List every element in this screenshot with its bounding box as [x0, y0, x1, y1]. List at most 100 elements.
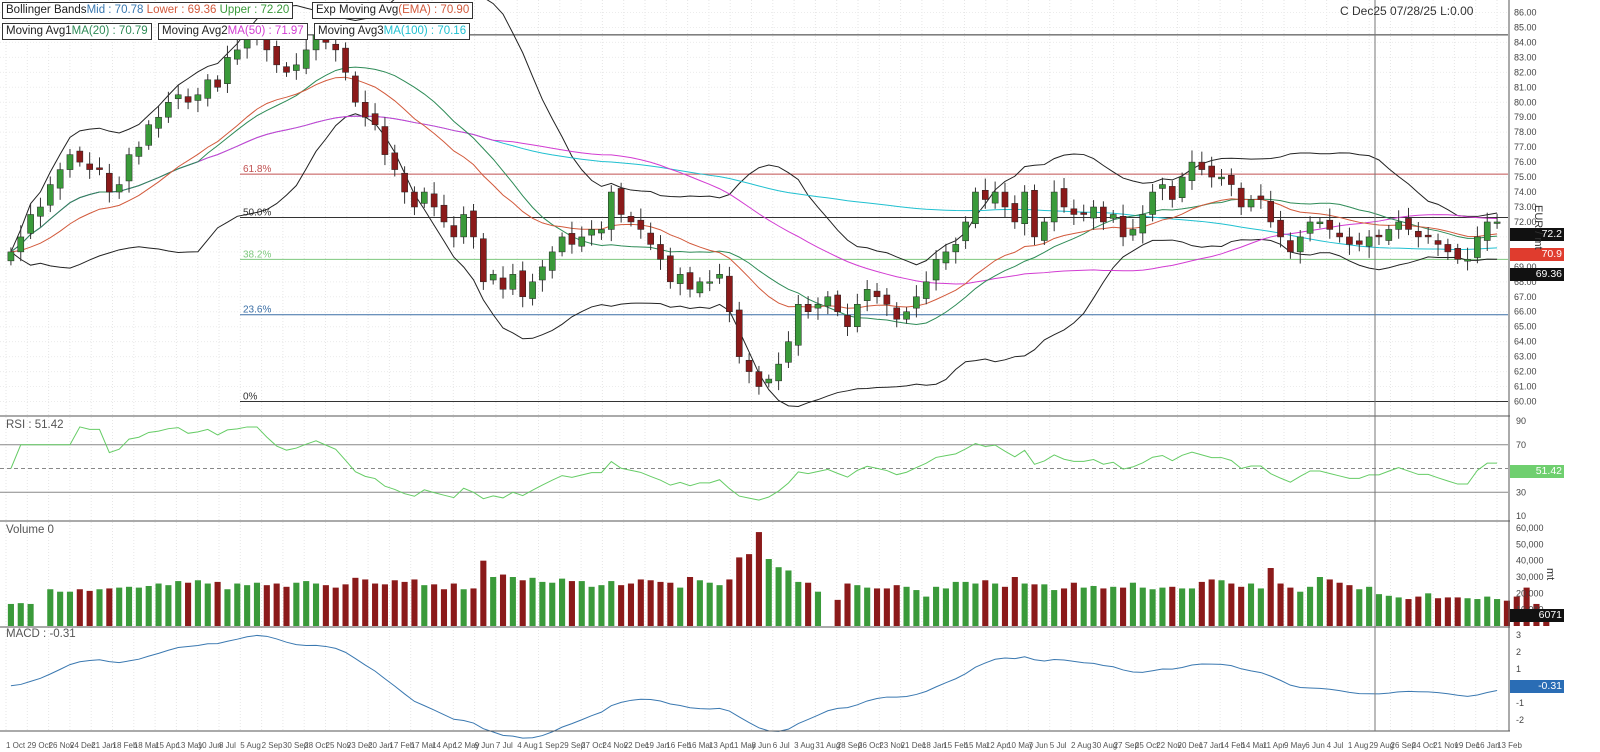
volume-bar: [116, 587, 123, 626]
candle-down: [637, 219, 645, 230]
x-tick-label: 10 May: [1007, 741, 1033, 750]
x-tick-label: 17 Feb: [389, 741, 414, 750]
price-tick-label: 60.00: [1514, 397, 1537, 407]
candle-down: [1257, 195, 1265, 200]
volume-bar: [844, 583, 851, 626]
volume-bar: [273, 583, 280, 626]
candle-down: [1424, 234, 1432, 238]
candle-up: [1178, 176, 1186, 198]
ma1-legend[interactable]: Moving Avg1MA(20) : 70.79: [2, 23, 152, 40]
volume-bar: [1366, 586, 1373, 626]
x-tick-label: 28 Sep: [837, 741, 863, 750]
candle-down: [873, 290, 881, 298]
candle-up: [558, 236, 566, 253]
candle-up: [1316, 221, 1324, 225]
volume-bar: [47, 589, 54, 626]
x-tick-label: 4 Jul: [1327, 741, 1344, 750]
volume-bar: [125, 586, 133, 626]
indicator-lines: [10, 0, 1498, 407]
x-tick-label: 21 Nov: [1433, 741, 1458, 750]
ma3-legend[interactable]: Moving Avg3MA(100) : 70.16: [314, 23, 471, 40]
volume-bar: [1149, 589, 1156, 626]
volume-bar: [1021, 583, 1028, 626]
volume-bar: [1110, 586, 1117, 626]
volume-tick-label: 60,000: [1516, 523, 1544, 533]
candle-up: [706, 281, 714, 284]
price-tick-label: 63.00: [1514, 352, 1537, 362]
volume-bar: [1405, 599, 1412, 626]
volume-bar: [1523, 587, 1530, 626]
price-tick-label: 79.00: [1514, 112, 1537, 122]
ma2-legend[interactable]: Moving Avg2MA(50) : 71.97: [158, 23, 308, 40]
candle-down: [1011, 203, 1019, 223]
volume-tick-label: 30,000: [1516, 572, 1544, 582]
candle-up: [991, 191, 999, 204]
candle-up: [1041, 221, 1048, 241]
volume-bar: [834, 599, 841, 626]
candle-down: [352, 75, 359, 103]
candle-down: [96, 167, 103, 170]
candle-down: [361, 102, 369, 118]
macd-tick-label: -2: [1516, 715, 1524, 725]
candle-up: [716, 274, 723, 279]
x-tick-label: 27 Sep: [1114, 741, 1140, 750]
volume-tag: 6071: [1510, 609, 1564, 622]
volume-bar: [1198, 581, 1205, 626]
price-tick-label: 73.00: [1514, 202, 1537, 212]
macd-tag: -0.31: [1510, 680, 1564, 693]
volume-bar: [1228, 583, 1235, 626]
candle-down: [499, 277, 507, 290]
volume-bar: [17, 603, 24, 626]
volume-pane: [7, 532, 1550, 626]
volume-bar: [263, 585, 270, 626]
candle-down: [430, 193, 438, 208]
candle-down: [1277, 219, 1284, 238]
price-info: C Dec25 07/28/25 L:0.00: [1340, 4, 1474, 18]
volume-bar: [982, 580, 989, 626]
x-tick-label: 27 Oct: [581, 741, 605, 750]
candle-down: [1355, 240, 1363, 245]
volume-bar: [381, 584, 388, 626]
volume-bar: [903, 586, 910, 626]
volume-bar: [1503, 600, 1510, 626]
volume-bar: [677, 587, 684, 626]
candle-up: [66, 154, 74, 170]
volume-bar: [499, 574, 507, 626]
volume-bar: [864, 587, 871, 626]
ema-legend[interactable]: Exp Moving Avg(EMA) : 70.90: [312, 2, 474, 19]
price-tick-label: 84.00: [1514, 37, 1537, 47]
candle-down: [1031, 189, 1038, 238]
candle-down: [519, 270, 527, 298]
candle-down: [450, 225, 458, 238]
x-tick-label: 1 Aug: [1348, 741, 1368, 750]
candle-down: [981, 189, 989, 200]
volume-bar: [775, 567, 782, 626]
axes: 60.00 61.00 62.00 63.00 64.00 65.00 66.00 67.00…: [0, 0, 1544, 750]
x-tick-label: 4 Aug: [517, 741, 537, 750]
x-tick-label: 23 Dec: [347, 741, 372, 750]
bollinger-legend[interactable]: Bollinger BandsMid : 70.78 Lower : 69.36…: [2, 2, 294, 19]
candle-up: [37, 206, 44, 217]
price-upper-tag: 72.2: [1510, 228, 1564, 241]
candle-up: [56, 169, 64, 189]
volume-bar: [706, 582, 713, 626]
candle-down: [1336, 232, 1343, 238]
x-tick-label: 11 Apr: [1263, 741, 1286, 750]
candle-up: [1306, 221, 1314, 234]
x-tick-label: 2 Sep: [262, 741, 283, 750]
candle-up: [588, 229, 595, 236]
volume-bar: [568, 581, 575, 626]
x-tick-label: 14 Feb: [1220, 741, 1245, 750]
volume-bar: [1208, 579, 1215, 626]
candle-up: [854, 304, 861, 327]
candle-down: [804, 304, 812, 312]
volume-bar: [1375, 594, 1383, 626]
volume-bar: [1090, 585, 1097, 626]
candle-up: [775, 363, 782, 382]
x-tick-label: 23 Nov: [879, 741, 904, 750]
volume-bar: [1444, 597, 1451, 626]
candle-down: [1346, 236, 1353, 245]
x-tick-label: 2 Aug: [1071, 741, 1091, 750]
volume-bar: [1434, 598, 1442, 626]
